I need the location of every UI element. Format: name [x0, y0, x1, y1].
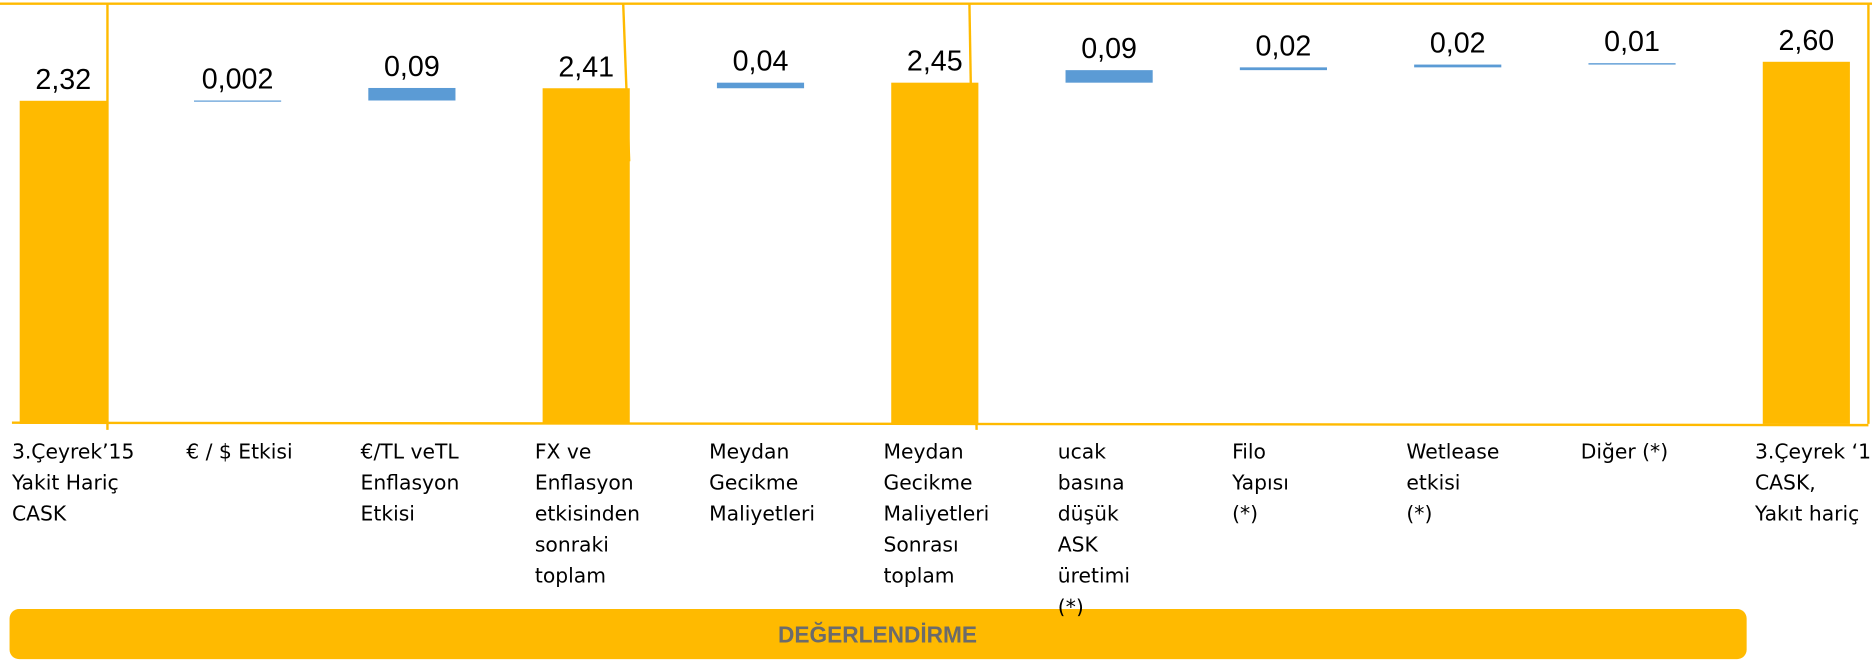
value-label: 2,60	[1778, 25, 1834, 57]
bar	[716, 82, 805, 89]
category-label: 3.Çeyrek ‘16 CASK, Yakıt hariç	[1755, 440, 1872, 527]
category-label: Wetlease etkisi (*)	[1406, 440, 1500, 527]
bar	[368, 87, 456, 101]
value-label: 2,41	[558, 51, 614, 83]
bar	[1588, 63, 1676, 65]
category-label-box: Meydan Gecikme Maliyetleri	[709, 440, 815, 527]
value-label: 0,002	[202, 64, 274, 96]
category-label-box: 3.Çeyrek ‘16 CASK, Yakıt hariç	[1755, 440, 1872, 527]
value-label: 0,09	[1081, 33, 1137, 65]
category-label: 3.Çeyrek’15 Yakit Hariç CASK	[11, 440, 135, 527]
category-label: Meydan Gecikme Maliyetleri	[709, 440, 815, 527]
category-label: ucak basına düşük ASK üretimi (*)	[1057, 440, 1131, 617]
category-label: €/TL veTL Enflasyon Etkisi	[360, 440, 460, 527]
bar	[194, 100, 282, 102]
category-label-box: FX ve Enflasyon etkisinden sonraki topla…	[534, 440, 641, 589]
category-label-box: ucak basına düşük ASK üretimi (*)	[1057, 440, 1131, 617]
value-label: 0,09	[384, 51, 440, 83]
category-label-box: € / $ Etkisi	[186, 440, 293, 465]
banner	[9, 608, 1747, 660]
category-label-box: 3.Çeyrek’15 Yakit Hariç CASK	[11, 440, 135, 527]
bar	[19, 100, 107, 424]
category-label: € / $ Etkisi	[186, 440, 293, 465]
category-label: Meydan Gecikme Maliyetleri Sonrası topla…	[883, 440, 990, 589]
category-label: Filo Yapısı (*)	[1232, 440, 1289, 527]
category-label-box: Meydan Gecikme Maliyetleri Sonrası topla…	[883, 440, 990, 589]
category-label: Diğer (*)	[1580, 440, 1669, 465]
category-label-box: Wetlease etkisi (*)	[1406, 440, 1500, 527]
bar	[891, 82, 979, 424]
value-label: 0,04	[733, 46, 789, 78]
value-label: 2,45	[907, 46, 963, 78]
category-label-box: Diğer (*)	[1580, 440, 1669, 465]
bar	[1239, 67, 1327, 71]
value-label: 2,32	[35, 64, 91, 96]
value-label: 0,02	[1430, 28, 1486, 60]
category-label-box: Filo Yapısı (*)	[1232, 440, 1289, 527]
bar	[1414, 64, 1502, 68]
category-label-box: €/TL veTL Enflasyon Etkisi	[360, 440, 460, 527]
bar	[542, 88, 630, 424]
banner-text: DEĞERLENDİRME	[778, 621, 977, 647]
bar	[1762, 61, 1850, 424]
value-label: 0,02	[1256, 30, 1312, 62]
category-label: FX ve Enflasyon etkisinden sonraki topla…	[534, 440, 641, 589]
value-label: 0,01	[1604, 26, 1660, 58]
bar	[1065, 70, 1153, 83]
